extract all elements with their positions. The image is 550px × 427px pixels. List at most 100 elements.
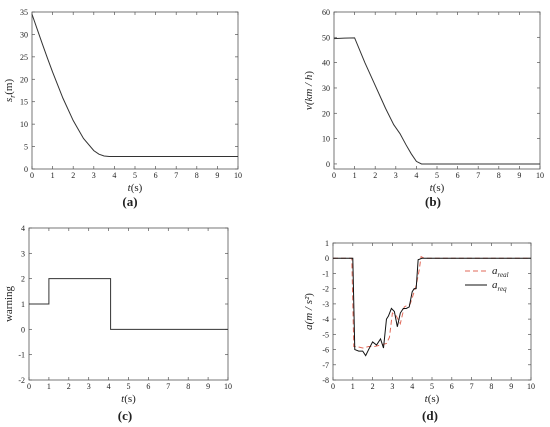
x-tick-label: 0 bbox=[30, 171, 34, 180]
y-tick-label: -6 bbox=[322, 346, 329, 355]
y-tick-label: -4 bbox=[322, 315, 329, 324]
y-tick-label: 15 bbox=[20, 98, 28, 107]
x-tick-label: 2 bbox=[371, 382, 375, 391]
x-tick-label: 4 bbox=[414, 171, 418, 180]
panel-caption: (b) bbox=[425, 194, 441, 209]
y-tick-label: 1 bbox=[325, 239, 329, 248]
x-tick-label: 9 bbox=[517, 171, 521, 180]
x-axis-label: t(s) bbox=[121, 393, 136, 405]
panel-caption: (a) bbox=[122, 194, 137, 209]
y-tick-label: 60 bbox=[322, 8, 330, 17]
y-tick-label: 30 bbox=[20, 30, 28, 39]
y-tick-label: 4 bbox=[21, 224, 25, 233]
x-tick-label: 10 bbox=[527, 382, 535, 391]
panel-caption: (c) bbox=[118, 408, 132, 423]
y-tick-label: 0 bbox=[325, 254, 329, 263]
series-line-b-0 bbox=[333, 37, 540, 165]
y-tick-label: 2 bbox=[21, 275, 25, 284]
plot-frame bbox=[28, 227, 229, 381]
y-tick-label: -5 bbox=[322, 330, 329, 339]
x-tick-label: 3 bbox=[390, 382, 394, 391]
y-tick-label: 0 bbox=[24, 165, 28, 174]
series-line-a-0 bbox=[31, 14, 238, 157]
x-tick-label: 4 bbox=[112, 171, 116, 180]
x-axis-label: t(s) bbox=[425, 393, 440, 405]
legend-label-a_req: areq bbox=[492, 279, 507, 293]
y-tick-label: -2 bbox=[18, 376, 25, 385]
y-axis-label: v(km / h) bbox=[303, 71, 315, 110]
y-tick-label: 30 bbox=[322, 84, 330, 93]
y-tick-label: 20 bbox=[20, 75, 28, 84]
x-tick-label: 0 bbox=[27, 382, 31, 391]
chart-panel-d: 0 1 2 3 4 5 6 7 8 9 10 -8 -7 -6 -5 -4 -3 -2 -1 0 1 t(s) a(m / … bbox=[303, 239, 535, 423]
x-tick-label: 9 bbox=[509, 382, 513, 391]
y-tick-label: 10 bbox=[322, 135, 330, 144]
x-tick-label: 3 bbox=[87, 382, 91, 391]
x-tick-label: 6 bbox=[146, 382, 150, 391]
y-axis-label: sr(m) bbox=[3, 79, 17, 103]
plot-frame bbox=[31, 11, 239, 170]
plot-frame bbox=[332, 242, 532, 381]
panel-caption: (d) bbox=[422, 408, 438, 423]
x-tick-label: 9 bbox=[215, 171, 219, 180]
x-tick-label: 1 bbox=[51, 171, 55, 180]
y-tick-label: 1 bbox=[21, 300, 25, 309]
x-tick-label: 7 bbox=[174, 171, 178, 180]
y-tick-label: 5 bbox=[24, 143, 28, 152]
x-tick-label: 5 bbox=[127, 382, 131, 391]
y-tick-label: -1 bbox=[18, 351, 25, 360]
x-tick-label: 6 bbox=[456, 171, 460, 180]
chart-panel-b: 0 1 2 3 4 5 6 7 8 9 10 0 10 20 30 40 50 60 t(s) v(km / h) (b… bbox=[303, 8, 544, 209]
x-tick-label: 10 bbox=[536, 171, 544, 180]
x-tick-label: 1 bbox=[47, 382, 51, 391]
y-tick-label: -8 bbox=[322, 376, 329, 385]
x-tick-label: 7 bbox=[476, 171, 480, 180]
y-tick-label: 3 bbox=[21, 249, 25, 258]
y-tick-label: -2 bbox=[322, 285, 329, 294]
plot-frame bbox=[333, 11, 541, 170]
x-tick-label: 8 bbox=[195, 171, 199, 180]
series-line-a_req bbox=[333, 257, 531, 357]
chart-panel-a: 0 1 2 3 4 5 6 7 8 9 10 0 5 10 15 20 25 30 35 t(s) sr(m) (a) bbox=[3, 8, 242, 209]
x-tick-label: 2 bbox=[71, 171, 75, 180]
y-tick-label: 10 bbox=[20, 120, 28, 129]
x-tick-label: 0 bbox=[331, 382, 335, 391]
x-tick-label: 5 bbox=[133, 171, 137, 180]
x-axis-label: t(s) bbox=[430, 182, 445, 194]
x-tick-label: 5 bbox=[435, 171, 439, 180]
x-tick-label: 8 bbox=[489, 382, 493, 391]
x-tick-label: 1 bbox=[353, 171, 357, 180]
y-axis-label: a(m / s²) bbox=[303, 293, 315, 330]
x-tick-label: 5 bbox=[430, 382, 434, 391]
x-tick-label: 6 bbox=[154, 171, 158, 180]
x-tick-label: 10 bbox=[234, 171, 242, 180]
x-tick-label: 8 bbox=[186, 382, 190, 391]
x-tick-label: 7 bbox=[166, 382, 170, 391]
x-tick-label: 10 bbox=[224, 382, 232, 391]
series-line-c-0 bbox=[29, 278, 228, 330]
y-tick-label: 25 bbox=[20, 53, 28, 62]
chart-panel-c: 0 1 2 3 4 5 6 7 8 9 10 -2 -1 0 1 2 3 4 t(s) warning (c) bbox=[3, 224, 232, 423]
y-tick-label: 40 bbox=[322, 59, 330, 68]
y-tick-label: 0 bbox=[326, 160, 330, 169]
x-tick-label: 4 bbox=[410, 382, 414, 391]
y-tick-label: 0 bbox=[21, 325, 25, 334]
x-tick-label: 6 bbox=[450, 382, 454, 391]
x-tick-label: 4 bbox=[107, 382, 111, 391]
legend-label-a_real: areal bbox=[492, 265, 509, 279]
x-tick-label: 3 bbox=[92, 171, 96, 180]
x-tick-label: 9 bbox=[206, 382, 210, 391]
y-tick-label: 50 bbox=[322, 33, 330, 42]
x-tick-label: 2 bbox=[67, 382, 71, 391]
y-tick-label: -1 bbox=[322, 269, 329, 278]
y-axis-label: warning bbox=[3, 285, 15, 322]
x-tick-label: 2 bbox=[373, 171, 377, 180]
x-tick-label: 3 bbox=[394, 171, 398, 180]
y-tick-label: -7 bbox=[322, 361, 329, 370]
x-tick-label: 1 bbox=[351, 382, 355, 391]
x-tick-label: 7 bbox=[470, 382, 474, 391]
x-tick-label: 8 bbox=[497, 171, 501, 180]
y-tick-label: 35 bbox=[20, 8, 28, 17]
x-tick-label: 0 bbox=[332, 171, 336, 180]
